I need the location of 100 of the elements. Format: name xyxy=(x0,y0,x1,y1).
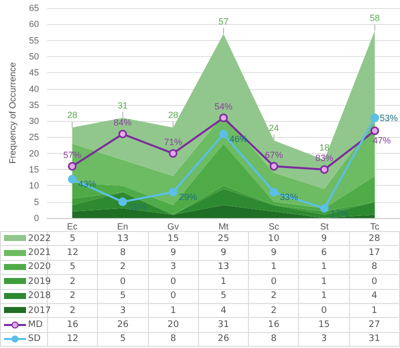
point xyxy=(320,165,329,174)
annotation: 84% xyxy=(114,118,132,128)
y-tick-label: 10 xyxy=(28,180,39,191)
data-label: 31 xyxy=(198,318,249,332)
data-label: 28 xyxy=(349,232,400,246)
data-label: 2 xyxy=(70,291,76,302)
y-tick-label: 65 xyxy=(28,3,39,13)
data-label: 1 xyxy=(349,303,400,318)
annotation: 71% xyxy=(164,136,182,147)
total-label: 18 xyxy=(319,142,330,152)
legend-label: 2017 xyxy=(27,304,51,318)
legend-label: 2020 xyxy=(27,261,51,274)
y-tick-label: 60 xyxy=(28,19,39,30)
data-label: 9 xyxy=(198,246,249,260)
legend-label: 2018 xyxy=(27,290,51,304)
legend-label: 2021 xyxy=(27,247,51,260)
y-tick-label: 30 xyxy=(28,116,39,126)
data-label: 15 xyxy=(298,318,350,332)
point xyxy=(370,126,380,136)
data-label: 0 xyxy=(248,274,299,290)
data-label: 9 xyxy=(148,246,198,260)
data-label: 13 xyxy=(198,260,249,275)
data-label: 12 xyxy=(48,332,98,347)
data-label: 27 xyxy=(349,318,400,332)
data-label: 5 xyxy=(70,234,76,244)
annotation: 29% xyxy=(179,192,198,202)
total-label: 24 xyxy=(268,122,279,133)
x-tick-label: Sc xyxy=(268,222,280,232)
data-label: 1 xyxy=(298,274,350,290)
data-label: 9 xyxy=(248,246,299,260)
x-tick-label: Mt xyxy=(218,222,229,232)
data-label: 16 xyxy=(48,318,98,332)
data-label: 1 xyxy=(298,289,350,304)
total-label: 28 xyxy=(168,110,178,120)
x-tick-label: Ec xyxy=(66,222,78,232)
x-tick-label: Tc xyxy=(370,222,380,232)
total-label: 31 xyxy=(118,100,128,110)
y-tick-label: 25 xyxy=(28,132,39,142)
data-label: 1 xyxy=(248,260,299,275)
data-label: 5 xyxy=(70,262,76,272)
point xyxy=(68,162,76,171)
data-label: 12 xyxy=(66,248,78,258)
data-label: 5 xyxy=(198,289,249,304)
x-tick-label: St xyxy=(320,222,330,232)
legend-label: 2022 xyxy=(27,232,51,246)
legend-label: MD xyxy=(0,318,48,332)
point xyxy=(370,114,380,122)
data-label: 8 xyxy=(248,332,299,347)
point xyxy=(118,130,127,138)
annotation: 83% xyxy=(315,153,334,164)
point xyxy=(270,162,278,171)
data-label: 2 xyxy=(248,303,299,318)
data-label: 8 xyxy=(98,246,148,260)
y-tick-label: 55 xyxy=(28,35,39,46)
data-label: 13 xyxy=(98,232,148,246)
point xyxy=(270,188,278,196)
y-axis-title: Frequency of Occurrence xyxy=(8,62,18,164)
annotation: 67% xyxy=(264,150,283,160)
data-label: 26 xyxy=(198,332,249,347)
data-label: 0 xyxy=(148,274,198,290)
total-label: 57 xyxy=(218,16,229,26)
y-tick-label: 15 xyxy=(28,164,39,175)
total-label: 58 xyxy=(370,13,380,24)
data-label: 15 xyxy=(148,232,198,246)
total-label: 28 xyxy=(67,110,78,120)
y-tick-label: 40 xyxy=(28,84,39,94)
data-label: 0 xyxy=(148,289,198,304)
data-label: 1 xyxy=(198,274,249,290)
point xyxy=(68,174,76,184)
data-label: 6 xyxy=(298,246,350,260)
data-label: 8 xyxy=(148,332,198,347)
data-label: 5 xyxy=(98,289,148,304)
y-tick-label: 35 xyxy=(28,100,39,110)
point xyxy=(219,114,228,122)
data-label: 4 xyxy=(349,289,400,304)
point xyxy=(118,198,127,206)
data-label: 0 xyxy=(298,303,350,318)
legend-label: 2019 xyxy=(27,276,51,289)
annotation: 53% xyxy=(380,112,398,123)
annotation: 17% xyxy=(330,208,348,218)
data-label: 3 xyxy=(148,260,198,275)
data-label: 2 xyxy=(70,276,76,287)
data-label: 26 xyxy=(98,318,148,332)
annotation: 16% xyxy=(128,202,147,212)
annotation: 54% xyxy=(214,101,233,112)
y-tick-label: 0 xyxy=(34,213,39,223)
data-label: 20 xyxy=(148,318,198,332)
point xyxy=(168,188,178,196)
data-label: 5 xyxy=(98,332,148,347)
data-label: 0 xyxy=(349,274,400,290)
y-tick-label: 50 xyxy=(28,51,39,62)
legend-label: SD xyxy=(0,332,48,347)
annotation: 57% xyxy=(63,150,82,160)
x-tick-label: Gv xyxy=(167,222,180,232)
data-label: 25 xyxy=(198,232,249,246)
y-tick-label: 5 xyxy=(34,196,39,207)
data-label: 2 xyxy=(70,306,76,316)
point xyxy=(219,130,228,138)
y-tick-label: 45 xyxy=(28,68,39,78)
point xyxy=(168,149,178,158)
